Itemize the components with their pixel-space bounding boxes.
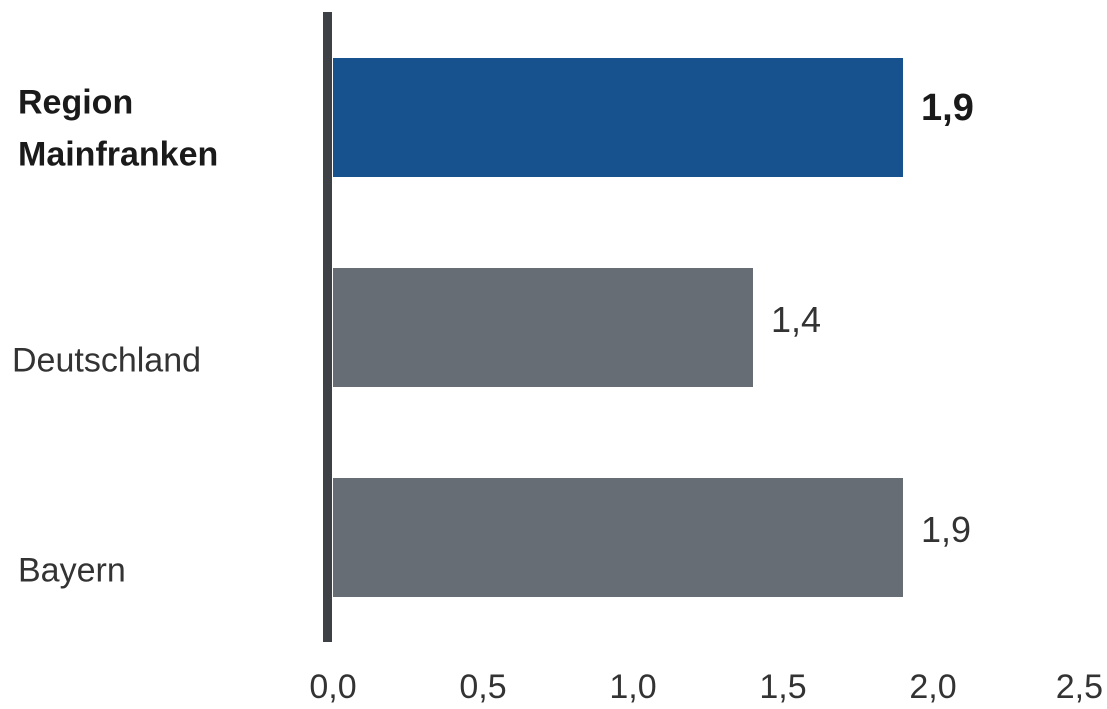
x-tick-label: 1,0 — [609, 668, 656, 704]
bar-bayern — [333, 478, 903, 597]
x-tick-labels: 0,0 0,5 1,0 1,5 2,0 2,5 — [309, 668, 1103, 706]
bar-deutschland — [333, 268, 753, 387]
x-tick-label: 2,5 — [1056, 668, 1103, 704]
x-tick-label: 0,0 — [309, 668, 356, 704]
category-label-region-mainfranken: Region Mainfranken — [18, 84, 218, 174]
x-tick-label: 1,5 — [759, 668, 806, 704]
value-labels-layer: 1,9 1,4 1,9 — [771, 87, 974, 550]
x-tick-label: 2,0 — [909, 668, 956, 704]
category-label-deutschland: Deutschland — [12, 342, 201, 380]
value-label-bayern: 1,9 — [921, 509, 971, 550]
category-label-bayern: Bayern — [18, 552, 126, 590]
x-tick-label: 0,5 — [459, 668, 506, 704]
value-label-region-mainfranken: 1,9 — [921, 87, 974, 129]
value-label-deutschland: 1,4 — [771, 299, 821, 340]
bar-region-mainfranken — [333, 58, 903, 177]
bars-layer — [333, 58, 903, 597]
category-labels-layer: Region Mainfranken Deutschland Bayern — [12, 84, 218, 590]
axis-layer — [323, 12, 332, 642]
y-axis-line — [323, 12, 332, 642]
